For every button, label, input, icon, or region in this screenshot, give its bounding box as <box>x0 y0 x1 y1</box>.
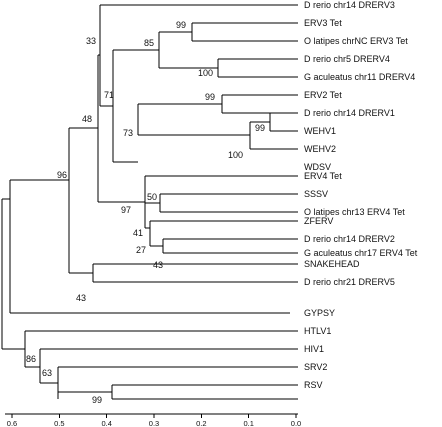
support-value: 73 <box>123 128 133 138</box>
scale-tick-label: 0.0 <box>291 419 301 427</box>
taxon-label: ZFERV <box>304 216 333 226</box>
scale-tick-label: 0.4 <box>101 419 111 427</box>
scale-tick-label: 0.3 <box>149 419 159 427</box>
scale-tick-label: 0.1 <box>243 419 253 427</box>
support-value: 48 <box>82 114 92 124</box>
taxon-label: RSV <box>304 380 323 390</box>
taxon-label: HIV1 <box>304 344 324 354</box>
support-value: 99 <box>92 395 102 405</box>
support-value: 71 <box>104 90 114 100</box>
taxon-label: D rerio chr14 DRERV1 <box>304 108 395 118</box>
support-value: 99 <box>255 123 265 133</box>
taxon-label: HTLV1 <box>304 326 331 336</box>
taxon-label: SRV2 <box>304 362 327 372</box>
taxon-label: D rerio chr14 DRERV3 <box>304 0 395 10</box>
taxon-label: ERV4 Tet <box>304 171 342 181</box>
taxon-label: D rerio chr21 DRERV5 <box>304 277 395 287</box>
taxon-label: GYPSY <box>304 308 335 318</box>
taxon-label: D rerio chr14 DRERV2 <box>304 234 395 244</box>
taxon-label: ERV3 Tet <box>304 18 342 28</box>
taxon-label: SSSV <box>304 189 328 199</box>
tree-branches <box>1 4 298 400</box>
scale-tick-label: 0.5 <box>54 419 64 427</box>
taxon-label: D rerio chr5 DRERV4 <box>304 54 390 64</box>
taxon-label: ERV2 Tet <box>304 90 342 100</box>
support-value: 27 <box>136 245 146 255</box>
support-value: 41 <box>133 228 143 238</box>
taxon-labels: D rerio chr14 DRERV3 ERV3 Tet O latipes … <box>304 0 418 390</box>
taxon-label: WEHV1 <box>304 126 336 136</box>
support-value: 100 <box>228 150 243 160</box>
support-value: 33 <box>86 36 96 46</box>
scale-tick-label: 0.2 <box>196 419 206 427</box>
support-value: 99 <box>205 92 215 102</box>
distance-scale-axis: 0.6 0.5 0.4 0.3 0.2 0.1 0.0 <box>5 413 301 427</box>
support-value: 85 <box>144 38 154 48</box>
taxon-label: O latipes chr13 ERV4 Tet <box>304 207 405 217</box>
taxon-label: O latipes chrNC ERV3 Tet <box>304 36 408 46</box>
taxon-label: SNAKEHEAD <box>304 259 360 269</box>
support-value: 97 <box>121 205 131 215</box>
support-value: 43 <box>153 260 163 270</box>
taxon-label: G aculeatus chr11 DRERV4 <box>304 72 415 82</box>
support-value: 50 <box>147 192 157 202</box>
support-value: 99 <box>176 20 186 30</box>
support-value: 63 <box>42 368 52 378</box>
taxon-label: WEHV2 <box>304 144 336 154</box>
scale-tick-label: 0.6 <box>7 419 17 427</box>
taxon-label: G aculeatus chr17 ERV4 Tet <box>304 248 418 258</box>
support-value: 43 <box>76 293 86 303</box>
taxon-label: WDSV <box>304 162 331 172</box>
support-value: 86 <box>26 354 36 364</box>
support-labels: 99 85 33 100 71 99 99 73 100 48 50 97 41… <box>26 20 265 405</box>
support-value: 100 <box>198 68 213 78</box>
support-value: 96 <box>57 170 67 180</box>
